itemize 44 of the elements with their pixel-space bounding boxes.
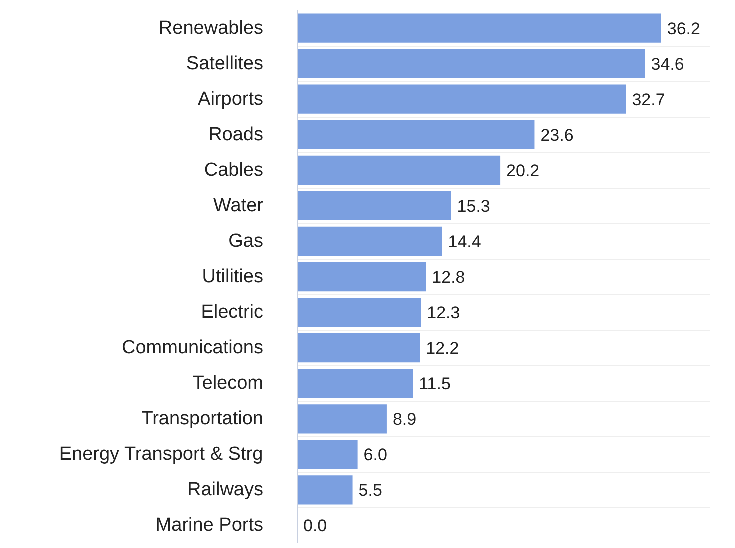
bar [298,440,358,470]
bar [298,404,387,434]
data-label: 8.9 [392,410,417,430]
data-label: 32.7 [632,90,666,110]
bar [298,49,646,78]
y-tick-label: Roads [208,124,264,146]
bar [298,476,353,505]
y-tick-label: Electric [201,302,264,324]
y-tick-label: Utilities [202,266,264,288]
bar [298,334,420,363]
data-label: 12.2 [426,339,460,358]
bar [298,84,626,114]
data-label: 23.6 [540,126,574,145]
y-tick-label: Cables [204,160,264,181]
y-tick-label: Gas [228,230,264,252]
y-tick-label: Satellites [186,53,264,74]
bar [298,120,535,150]
data-label: 34.6 [651,54,684,74]
bar [298,369,414,398]
bar [298,298,422,328]
bar [298,156,501,185]
bar [298,191,452,220]
data-label: 14.4 [448,232,482,252]
y-tick-label: Communications [122,338,264,359]
y-tick-label: Renewables [158,18,264,39]
data-label: 11.5 [419,374,451,394]
y-tick-label: Energy Transport & Strg [59,444,264,466]
y-tick-label: Railways [187,480,264,501]
data-label: 15.3 [457,196,490,216]
bar [298,226,442,256]
data-label: 0.0 [304,516,328,536]
bar [298,14,662,43]
y-tick-label: Telecom [192,373,264,394]
bar [298,262,426,292]
data-label: 36.2 [667,19,700,38]
y-tick-label: Marine Ports [156,515,264,536]
data-label: 6.0 [364,446,388,465]
y-tick-label: Water [214,195,264,216]
y-tick-label: Transportation [142,408,264,430]
data-label: 5.5 [358,481,382,500]
data-label: 12.8 [432,268,466,287]
y-tick-label: Airports [198,88,264,110]
data-label: 20.2 [506,161,540,180]
data-label: 12.3 [427,304,460,323]
